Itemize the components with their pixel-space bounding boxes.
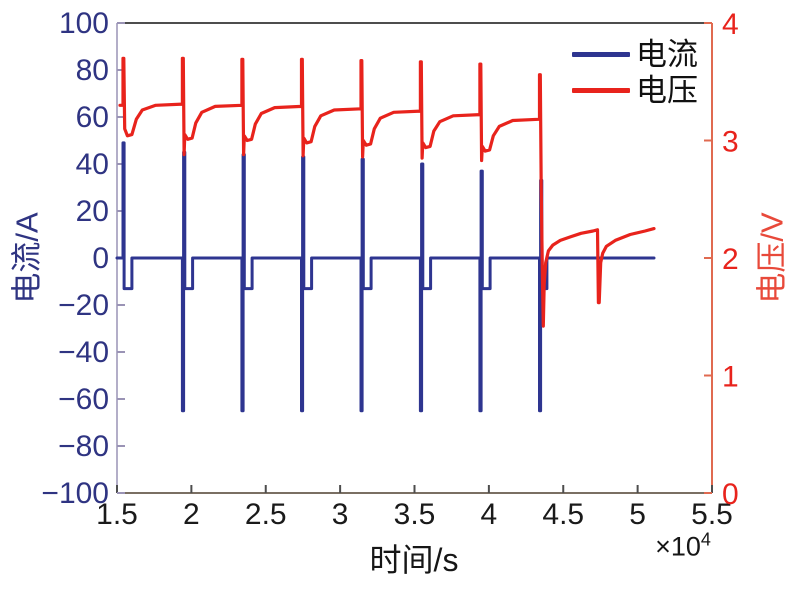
y-left-tick-label: 0 bbox=[92, 242, 109, 275]
legend-item-voltage: 电压 bbox=[572, 74, 698, 106]
series-voltage bbox=[118, 56, 656, 328]
y-left-tick-label: −100 bbox=[41, 477, 109, 510]
x-tick-label: 5.5 bbox=[691, 498, 733, 531]
y-axis-right-title: 电压/V bbox=[754, 212, 790, 304]
y-left-tick-label: 40 bbox=[76, 148, 109, 181]
y-left-tick-label: 20 bbox=[76, 195, 109, 228]
x-axis-multiplier-exponent: 4 bbox=[700, 529, 711, 550]
y-axis-left-title: 电流/A bbox=[9, 212, 45, 304]
x-tick-label: 1.5 bbox=[96, 498, 138, 531]
legend-item-current: 电流 bbox=[572, 38, 698, 70]
x-tick-label: 3.5 bbox=[394, 498, 436, 531]
series-current bbox=[115, 141, 656, 413]
y-left-tick-label: 80 bbox=[76, 54, 109, 87]
x-tick-label: 5 bbox=[629, 498, 646, 531]
y-left-tick-label: −60 bbox=[58, 383, 109, 416]
y-left-tick-label: 60 bbox=[76, 101, 109, 134]
y-right-tick-label: 1 bbox=[722, 361, 739, 394]
x-tick-label: 2 bbox=[183, 498, 200, 531]
legend-label-current: 电流 bbox=[636, 36, 698, 72]
x-tick-label: 4.5 bbox=[542, 498, 584, 531]
x-axis-multiplier-base: ×10 bbox=[655, 531, 701, 562]
x-axis-title: 时间/s bbox=[369, 542, 459, 578]
x-tick-label: 2.5 bbox=[245, 498, 287, 531]
x-axis-multiplier: ×104 bbox=[655, 530, 711, 563]
legend: 电流 电压 bbox=[572, 38, 698, 106]
y-right-tick-label: 4 bbox=[722, 8, 739, 41]
voltage-line-swatch bbox=[572, 87, 630, 93]
legend-label-voltage: 电压 bbox=[636, 72, 698, 108]
current-line-swatch bbox=[572, 51, 630, 57]
y-left-tick-label: −20 bbox=[58, 289, 109, 322]
x-tick-label: 4 bbox=[481, 498, 498, 531]
y-left-tick-label: −80 bbox=[58, 430, 109, 463]
y-right-tick-label: 0 bbox=[722, 478, 739, 511]
y-right-tick-label: 2 bbox=[722, 243, 739, 276]
y-left-tick-label: 100 bbox=[59, 7, 109, 40]
y-left-tick-label: −40 bbox=[58, 336, 109, 369]
x-tick-label: 3 bbox=[332, 498, 349, 531]
y-right-tick-label: 3 bbox=[722, 126, 739, 159]
